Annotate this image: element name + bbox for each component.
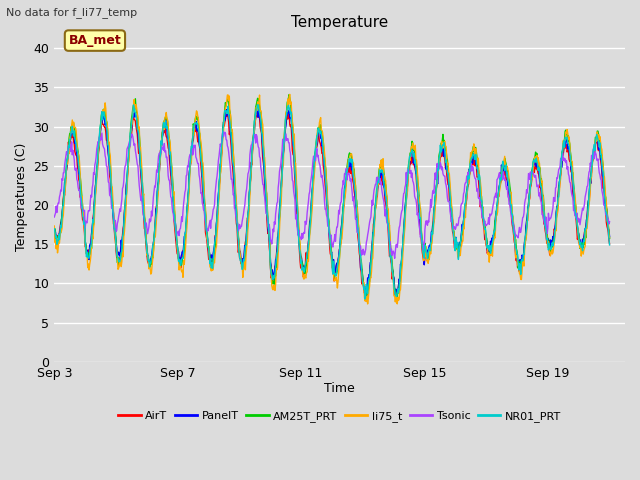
Title: Temperature: Temperature	[291, 15, 388, 30]
X-axis label: Time: Time	[324, 382, 355, 395]
Y-axis label: Temperatures (C): Temperatures (C)	[15, 143, 28, 252]
Text: BA_met: BA_met	[68, 34, 122, 47]
Legend: AirT, PanelT, AM25T_PRT, li75_t, Tsonic, NR01_PRT: AirT, PanelT, AM25T_PRT, li75_t, Tsonic,…	[114, 407, 565, 427]
Text: No data for f_li77_temp: No data for f_li77_temp	[6, 7, 138, 18]
